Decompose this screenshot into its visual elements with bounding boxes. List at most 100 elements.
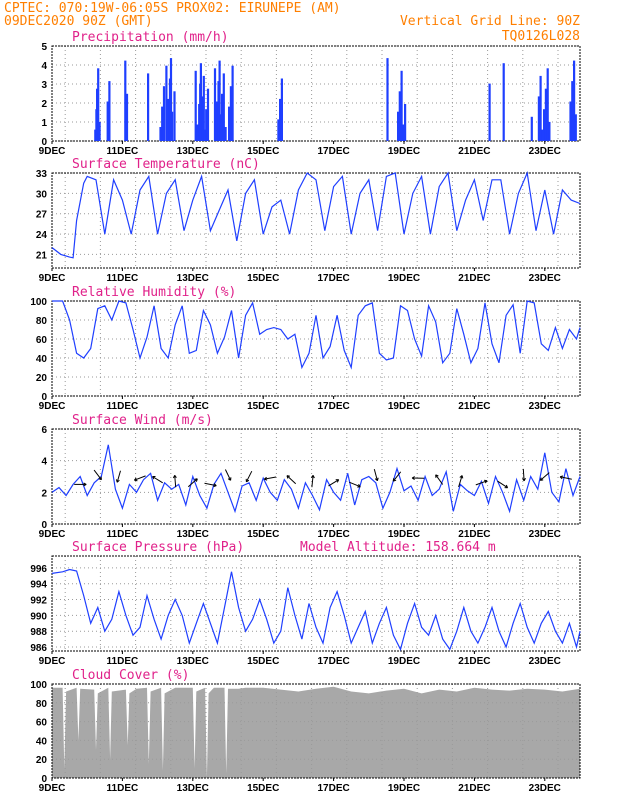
precip-ytick-label: 4 (41, 61, 47, 72)
cloud-title: Cloud Cover (%) (72, 668, 189, 683)
wind-arrow (93, 469, 102, 481)
pres-ytick-label: 990 (30, 611, 47, 622)
precip-bar (502, 63, 505, 142)
precip-bar (397, 111, 400, 141)
precip-bar (398, 91, 401, 141)
precip-bar (222, 73, 225, 141)
precip-bar (231, 65, 234, 141)
wind-arrow-head (172, 475, 176, 479)
pres-ytick-label: 986 (30, 643, 47, 654)
precip-bar (169, 58, 173, 141)
cloud-xtick-label: 11DEC (107, 783, 139, 794)
precip-bar (194, 70, 197, 141)
wind-xtick-label: 11DEC (107, 529, 139, 540)
precip-bar (280, 78, 283, 141)
precip-bar (539, 75, 542, 141)
wind-arrow-head (194, 478, 198, 480)
wind-arrow (435, 474, 444, 485)
temp-xtick-label: 11DEC (107, 273, 139, 284)
precip-bar (124, 60, 127, 141)
wind-arrow-head (116, 479, 120, 483)
pres-xtick-label: 15DEC (247, 656, 279, 667)
pres-ytick-label: 994 (30, 580, 47, 591)
wind-arrow (475, 480, 488, 486)
cloud-xtick-label: 15DEC (247, 783, 279, 794)
pres-xtick-label: 21DEC (458, 656, 490, 667)
precip-bar (537, 96, 540, 141)
precip-bar (546, 68, 549, 141)
temp-ytick-label: 21 (36, 250, 48, 261)
header-date: 09DEC2020 90Z (GMT) (4, 14, 153, 29)
precip-bar (574, 114, 577, 141)
rh-ytick-label: 40 (36, 354, 48, 365)
wind-arrow-head (358, 483, 361, 488)
wind-ytick-label: 6 (41, 425, 47, 436)
wind-arrow-head (393, 479, 397, 482)
rh-xtick-label: 17DEC (317, 401, 349, 412)
cloud-frame (51, 683, 581, 779)
wind-arrow-head (376, 477, 379, 481)
wind-arrow-head (83, 482, 87, 485)
precip-ytick-label: 2 (41, 99, 47, 110)
pres-xtick-label: 13DEC (177, 656, 209, 667)
temp-xtick-label: 15DEC (247, 273, 279, 284)
wind-xtick-label: 9DEC (39, 529, 66, 540)
rh-xtick-label: 21DEC (458, 401, 490, 412)
precip-bar (171, 111, 174, 141)
wind-ytick-label: 4 (41, 457, 47, 468)
wind-ytick-label: 0 (41, 520, 47, 531)
rh-frame (51, 300, 581, 397)
precip-bar (402, 124, 405, 141)
rh-ytick-label: 80 (36, 316, 48, 327)
wind-arrow (187, 478, 198, 488)
pres-xtick-label: 23DEC (529, 656, 561, 667)
pres-xtick-label: 19DEC (388, 656, 420, 667)
precip-bar (228, 106, 231, 141)
precip-bar (569, 101, 572, 141)
temp-xtick-label: 17DEC (317, 273, 349, 284)
rh-line (52, 300, 581, 370)
precip-bar (216, 101, 219, 141)
wind-title: Surface Wind (m/s) (72, 413, 213, 428)
precip-bar (94, 129, 97, 141)
wind-arrow-head (264, 478, 268, 481)
rh-ytick-label: 60 (36, 335, 48, 346)
header-location: CPTEC: 070:19W-06:05S PROX02: EIRUNEPE (… (4, 1, 341, 16)
wind-arrow-head (523, 477, 526, 482)
precip-bar (167, 98, 170, 141)
precip-bar (213, 68, 217, 141)
temp-xtick-label: 9DEC (39, 273, 66, 284)
precip-bar (97, 68, 100, 141)
cloud-xtick-label: 17DEC (317, 783, 349, 794)
precip-bar (541, 129, 544, 141)
temp-xtick-label: 13DEC (177, 273, 209, 284)
temp-ytick-label: 30 (36, 189, 48, 200)
wind-arrow (539, 472, 550, 481)
precip-bar (277, 119, 280, 141)
wind-arrow (134, 475, 146, 481)
temp-ytick-label: 33 (36, 169, 48, 180)
precip-bar (530, 116, 533, 141)
wind-arrow-head (213, 483, 217, 486)
rh-xtick-label: 11DEC (107, 401, 139, 412)
header-model-id: TQ0126L028 (502, 29, 580, 44)
wind-arrow-head (411, 477, 415, 481)
wind-arrow-head (540, 479, 544, 481)
pres-ytick-label: 996 (30, 564, 47, 575)
wind-xtick-label: 23DEC (529, 529, 561, 540)
wind-arrow-head (310, 474, 314, 479)
wind-xtick-label: 13DEC (177, 529, 209, 540)
precip-bar (106, 101, 109, 141)
wind-arrow (373, 468, 378, 481)
wind-arrow-head (246, 479, 250, 483)
wind-frame (51, 428, 581, 525)
wind-arrow (224, 469, 232, 481)
precip-bar (544, 88, 547, 141)
precip-bar (221, 93, 224, 141)
precip-bar (543, 109, 546, 141)
wind-arrow (328, 479, 339, 487)
cloud-ytick-label: 20 (36, 755, 48, 766)
precip-bar (196, 124, 199, 141)
cloud-xtick-label: 13DEC (177, 783, 209, 794)
pres-ytick-label: 988 (30, 627, 47, 638)
